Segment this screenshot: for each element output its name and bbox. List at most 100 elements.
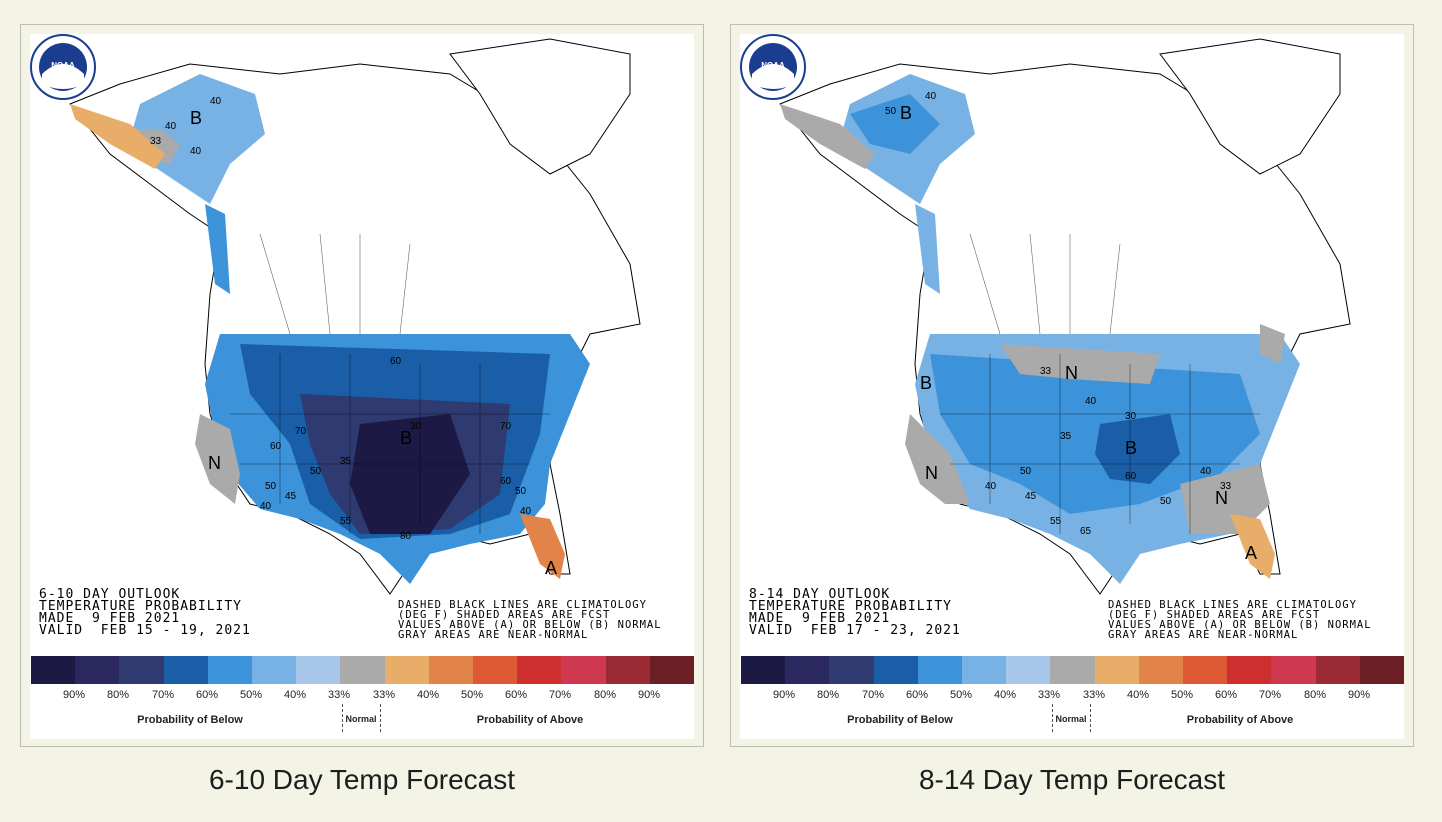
below-label: Probability of Below — [847, 714, 953, 726]
legend-swatch — [1050, 656, 1095, 684]
map-notes: DASHED BLACK LINES ARE CLIMATOLOGY (DEG F… — [1108, 599, 1372, 641]
map-label: B — [190, 108, 202, 128]
map-label: 45 — [285, 491, 297, 502]
legend-tick: 60% — [905, 689, 929, 701]
legend-swatch — [163, 656, 208, 684]
note-line: (DEG F) SHADED AREAS ARE FCST — [1108, 609, 1321, 621]
legend-tick: 80% — [816, 689, 840, 701]
legend-swatch — [473, 656, 518, 684]
legend-tick: 40% — [283, 689, 307, 701]
normal-separator — [1052, 704, 1053, 732]
map-label: 55 — [1050, 516, 1062, 527]
legend-tick: 50% — [949, 689, 973, 701]
note-line: GRAY AREAS ARE NEAR-NORMAL — [1108, 629, 1299, 641]
forecast-map-8-14[interactable]: B B B N N N A 40 50 33 40 30 35 50 40 45… — [740, 34, 1405, 739]
note-line: VALUES ABOVE (A) OR BELOW (B) NORMAL — [1108, 619, 1372, 631]
legend-swatch — [1138, 656, 1184, 684]
legend-swatch — [75, 656, 120, 684]
legend-tick: 90% — [772, 689, 796, 701]
map-label: 40 — [925, 91, 937, 102]
map-label: 50 — [265, 481, 277, 492]
outlook-line: TEMPERATURE PROBABILITY — [749, 599, 953, 614]
legend-swatch — [517, 656, 562, 684]
legend-tick: 50% — [460, 689, 484, 701]
map-label: 40 — [520, 506, 532, 517]
forecast-map-6-10[interactable]: B B N A 40 40 40 33 60 70 50 40 45 35 50… — [30, 34, 695, 739]
legend-tick: 80% — [593, 689, 617, 701]
legend-tick: 50% — [239, 689, 263, 701]
legend-swatch — [1271, 656, 1316, 684]
above-label: Probability of Above — [476, 714, 584, 726]
note-line: DASHED BLACK LINES ARE CLIMATOLOGY — [398, 599, 647, 611]
map-label: 50 — [885, 106, 897, 117]
legend-tick: 90% — [62, 689, 86, 701]
legend-tick: 90% — [1347, 689, 1371, 701]
legend-swatch — [649, 656, 695, 684]
legend-swatch — [296, 656, 341, 684]
legend-swatch — [1315, 656, 1360, 684]
map-label: N — [208, 453, 221, 473]
above-label: Probability of Above — [1186, 714, 1294, 726]
legend-tick: 70% — [548, 689, 572, 701]
legend-swatch — [31, 656, 76, 684]
map-label: B — [900, 103, 912, 123]
legend-tick: 80% — [106, 689, 130, 701]
panel-caption: 6-10 Day Temp Forecast — [208, 764, 516, 795]
map-label: 30 — [410, 421, 422, 432]
map-svg: B B B N N N A 40 50 33 40 30 35 50 40 45… — [779, 38, 1351, 595]
map-label: 40 — [1200, 466, 1212, 477]
note-line: DASHED BLACK LINES ARE CLIMATOLOGY — [1108, 599, 1357, 611]
outlook-text: 8-14 DAY OUTLOOK TEMPERATURE PROBABILITY M… — [749, 587, 961, 637]
legend-swatch — [917, 656, 963, 684]
map-label: 45 — [1025, 491, 1037, 502]
map-label: B — [920, 373, 932, 393]
normal-separator — [380, 704, 381, 732]
map-label: 70 — [295, 426, 307, 437]
outlook-line: 8-14 DAY OUTLOOK — [749, 587, 891, 602]
note-line: VALUES ABOVE (A) OR BELOW (B) NORMAL — [398, 619, 662, 631]
legend-swatch — [962, 656, 1007, 684]
legend-swatch — [207, 656, 253, 684]
map-label: 55 — [340, 516, 352, 527]
map-label: 60 — [390, 356, 402, 367]
probability-legend — [741, 656, 1405, 684]
legend-swatch — [1183, 656, 1228, 684]
map-label: 60 — [500, 476, 512, 487]
map-svg: B B N A 40 40 40 33 60 70 50 40 45 35 50… — [69, 38, 641, 595]
map-label: 60 — [1125, 471, 1137, 482]
normal-label: Normal — [345, 714, 377, 724]
map-label: 40 — [190, 146, 202, 157]
legend-tick: 70% — [861, 689, 885, 701]
legend-swatch — [384, 656, 429, 684]
panel-8-14: B B B N N N A 40 50 33 40 30 35 50 40 45… — [730, 24, 1414, 795]
map-label: 50 — [515, 486, 527, 497]
legend-swatch — [829, 656, 874, 684]
map-label: 50 — [310, 466, 322, 477]
outlook-line: MADE 9 FEB 2021 — [749, 611, 891, 626]
note-line: GRAY AREAS ARE NEAR-NORMAL — [398, 629, 589, 641]
map-label: A — [545, 558, 557, 578]
legend-tick: 80% — [1303, 689, 1327, 701]
normal-separator — [1090, 704, 1091, 732]
outlook-line: 6-10 DAY OUTLOOK — [39, 587, 181, 602]
panel-6-10: B B N A 40 40 40 33 60 70 50 40 45 35 50… — [20, 24, 704, 795]
probability-legend — [31, 656, 695, 684]
map-label: 33 — [150, 136, 162, 147]
noaa-logo: NOAA — [740, 34, 806, 100]
map-label: 40 — [985, 481, 997, 492]
noaa-logo-text: NOAA — [51, 61, 75, 70]
map-label: B — [1125, 438, 1137, 458]
map-label: 70 — [500, 421, 512, 432]
legend-tick: 33% — [327, 689, 351, 701]
map-label: 33 — [1220, 481, 1232, 492]
outlook-line: MADE 9 FEB 2021 — [39, 611, 181, 626]
legend-tick: 70% — [1258, 689, 1282, 701]
legend-swatch — [252, 656, 297, 684]
map-label: 60 — [270, 441, 282, 452]
legend-swatch — [561, 656, 606, 684]
noaa-logo: NOAA — [30, 34, 96, 100]
legend-tick: 40% — [993, 689, 1017, 701]
legend-tick: 40% — [1126, 689, 1150, 701]
legend-swatch — [1006, 656, 1051, 684]
panel-caption: 8-14 Day Temp Forecast — [918, 764, 1226, 795]
